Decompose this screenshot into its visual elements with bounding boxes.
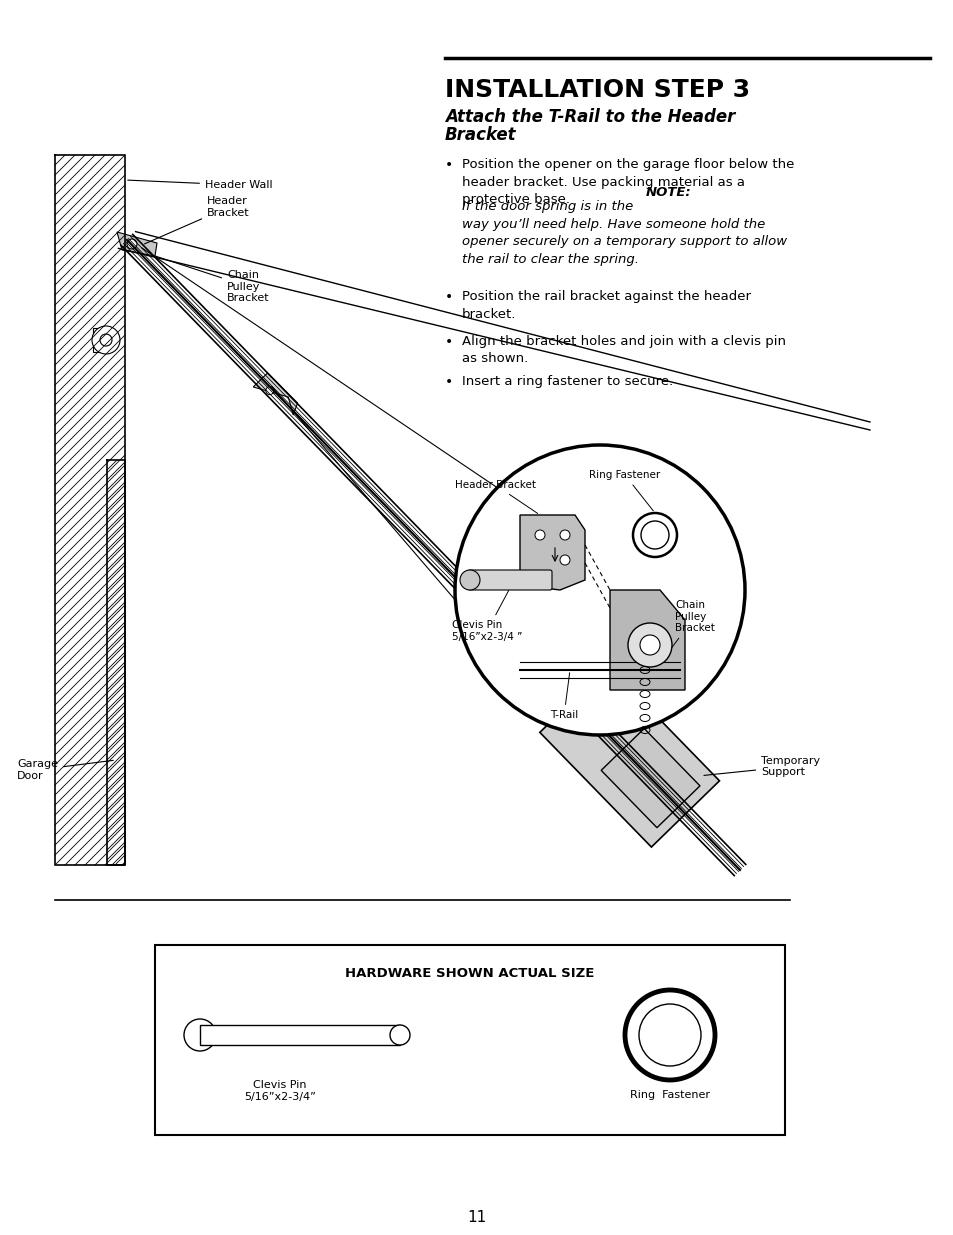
Circle shape — [390, 1025, 410, 1045]
Text: Ring  Fastener: Ring Fastener — [629, 1091, 709, 1100]
Circle shape — [535, 530, 544, 540]
Text: Ring Fastener: Ring Fastener — [589, 471, 659, 511]
Circle shape — [184, 1019, 215, 1051]
Circle shape — [639, 1004, 700, 1066]
Circle shape — [127, 240, 137, 249]
Polygon shape — [600, 729, 700, 827]
Bar — [92, 329, 103, 352]
Circle shape — [633, 513, 677, 557]
Circle shape — [455, 445, 744, 735]
FancyBboxPatch shape — [468, 571, 552, 590]
Text: •: • — [444, 335, 453, 350]
Text: •: • — [444, 290, 453, 304]
Text: 11: 11 — [467, 1210, 486, 1225]
Text: •: • — [444, 158, 453, 172]
Circle shape — [559, 530, 569, 540]
Text: If the door spring is in the
way you’ll need help. Have someone hold the
opener : If the door spring is in the way you’ll … — [461, 200, 786, 266]
Text: Clevis Pin
5/16”x2-3/4”: Clevis Pin 5/16”x2-3/4” — [244, 1079, 315, 1102]
Text: Position the rail bracket against the header
bracket.: Position the rail bracket against the he… — [461, 290, 750, 321]
Bar — [55, 156, 125, 864]
Text: INSTALLATION STEP 3: INSTALLATION STEP 3 — [444, 78, 749, 103]
Text: HARDWARE SHOWN ACTUAL SIZE: HARDWARE SHOWN ACTUAL SIZE — [345, 967, 594, 981]
Circle shape — [459, 571, 479, 590]
Circle shape — [100, 333, 112, 346]
Circle shape — [559, 555, 569, 564]
Polygon shape — [539, 666, 719, 847]
Polygon shape — [117, 232, 157, 256]
Polygon shape — [519, 515, 584, 590]
Text: Temporary
Support: Temporary Support — [703, 756, 820, 777]
Text: Header Wall: Header Wall — [128, 180, 273, 190]
Text: Clevis Pin
5/16”x2-3/4 ”: Clevis Pin 5/16”x2-3/4 ” — [452, 590, 522, 642]
Text: Insert a ring fastener to secure.: Insert a ring fastener to secure. — [461, 375, 673, 388]
Text: Bracket: Bracket — [444, 126, 517, 144]
Text: Chain
Pulley
Bracket: Chain Pulley Bracket — [152, 254, 270, 304]
Text: Attach the T-Rail to the Header: Attach the T-Rail to the Header — [444, 107, 735, 126]
Bar — [107, 459, 125, 864]
Text: •: • — [444, 375, 453, 389]
Circle shape — [639, 635, 659, 655]
Circle shape — [266, 387, 274, 395]
Bar — [154, 945, 784, 1135]
Circle shape — [624, 990, 714, 1079]
Bar — [200, 1025, 399, 1045]
Circle shape — [91, 326, 120, 354]
Polygon shape — [253, 373, 297, 415]
Text: T-Rail: T-Rail — [550, 673, 578, 720]
Text: Position the opener on the garage floor below the
header bracket. Use packing ma: Position the opener on the garage floor … — [461, 158, 794, 206]
Text: NOTE:: NOTE: — [645, 186, 691, 199]
Text: Header Bracket: Header Bracket — [455, 480, 537, 514]
Text: Header
Bracket: Header Bracket — [145, 196, 250, 243]
Circle shape — [627, 622, 671, 667]
Circle shape — [640, 521, 668, 550]
Text: Chain
Pulley
Bracket: Chain Pulley Bracket — [671, 600, 714, 648]
Text: Garage
Door: Garage Door — [17, 760, 113, 781]
Polygon shape — [609, 590, 684, 690]
Text: Align the bracket holes and join with a clevis pin
as shown.: Align the bracket holes and join with a … — [461, 335, 785, 366]
